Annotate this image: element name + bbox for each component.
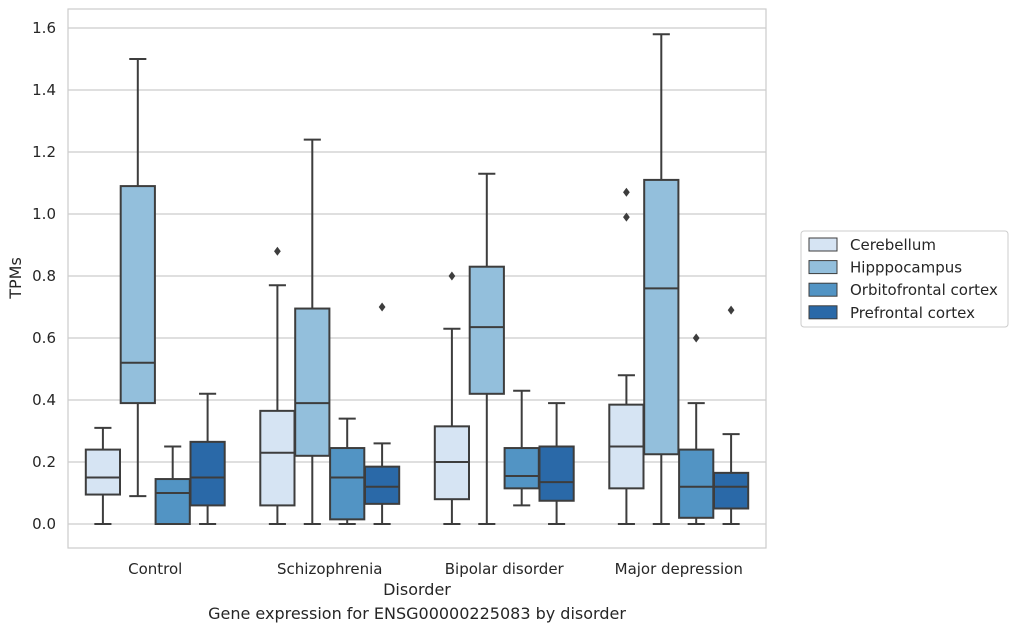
y-tick-label: 0.2 — [32, 453, 56, 471]
box-prefrontal-cortex — [363, 302, 401, 525]
legend-entry: Hipppocampus — [850, 259, 962, 277]
iqr-box — [468, 265, 505, 395]
legend-entry: Cerebellum — [850, 236, 936, 254]
box-plot-chart: 0.0 0.2 0.4 0.6 0.8 1.0 1.2 1.4 1.6 Control Schiz… — [6, 8, 1009, 599]
outlier-point — [727, 305, 735, 315]
iqr-box — [363, 465, 401, 505]
box-hipppocampus — [643, 33, 680, 525]
legend: Cerebellum Hipppocampus Orbitofrontal cort… — [800, 230, 1009, 328]
iqr-box — [538, 445, 575, 502]
y-tick-label: 0.4 — [32, 391, 56, 409]
legend-swatch — [808, 237, 838, 252]
x-tick-label: Major depression — [615, 560, 743, 578]
y-tick-label: 1.6 — [32, 19, 56, 37]
box-hipppocampus — [119, 58, 156, 498]
box-hipppocampus — [468, 172, 505, 525]
x-tick-labels: Control Schizophrenia Bipolar disorder Majo… — [128, 560, 743, 578]
x-tick-label: Bipolar disorder — [445, 560, 565, 578]
y-tick-label: 1.4 — [32, 81, 56, 99]
y-tick-label: 0.6 — [32, 329, 56, 347]
iqr-box — [503, 447, 540, 490]
iqr-box — [84, 448, 122, 496]
y-tick-label: 1.2 — [32, 143, 56, 161]
x-tick-label: Control — [128, 560, 182, 578]
iqr-box — [329, 447, 366, 521]
y-axis-label: TPMs — [6, 257, 25, 300]
box-orbitofrontal-cortex — [329, 417, 366, 525]
legend-swatch — [808, 305, 838, 320]
box-prefrontal-cortex — [712, 305, 750, 525]
box-prefrontal-cortex — [538, 402, 575, 525]
box-hipppocampus — [294, 138, 331, 525]
outlier-point — [448, 271, 456, 281]
y-tick-label: 1.0 — [32, 205, 56, 223]
legend-entry: Orbitofrontal cortex — [850, 281, 998, 299]
iqr-box — [294, 307, 331, 457]
legend-swatch — [808, 282, 838, 297]
iqr-box — [678, 448, 715, 519]
y-tick-labels: 0.0 0.2 0.4 0.6 0.8 1.0 1.2 1.4 1.6 — [32, 19, 56, 533]
x-tick-label: Schizophrenia — [277, 560, 382, 578]
figure-caption: Gene expression for ENSG00000225083 by d… — [208, 604, 626, 623]
legend-frame — [800, 230, 1009, 328]
outlier-point — [623, 187, 630, 197]
outlier-point — [378, 302, 386, 312]
box-orbitofrontal-cortex — [503, 389, 540, 507]
iqr-box — [643, 178, 680, 456]
iqr-box — [712, 471, 750, 510]
iqr-box — [154, 478, 191, 525]
iqr-box — [189, 440, 226, 507]
iqr-box — [119, 185, 156, 405]
box-series — [84, 33, 750, 525]
y-tick-label: 0.0 — [32, 515, 56, 533]
legend-entry: Prefrontal cortex — [850, 304, 975, 322]
x-axis-label: Disorder — [383, 580, 451, 599]
box-orbitofrontal-cortex — [154, 445, 191, 525]
box-cerebellum — [84, 426, 122, 525]
legend-swatch — [808, 260, 838, 275]
outlier-point — [692, 333, 700, 343]
box-cerebellum — [433, 271, 471, 525]
box-cerebellum — [259, 246, 296, 525]
outlier-point — [274, 246, 281, 256]
y-tick-label: 0.8 — [32, 267, 56, 285]
box-prefrontal-cortex — [189, 392, 226, 525]
iqr-box — [259, 409, 296, 507]
outlier-point — [623, 212, 630, 222]
